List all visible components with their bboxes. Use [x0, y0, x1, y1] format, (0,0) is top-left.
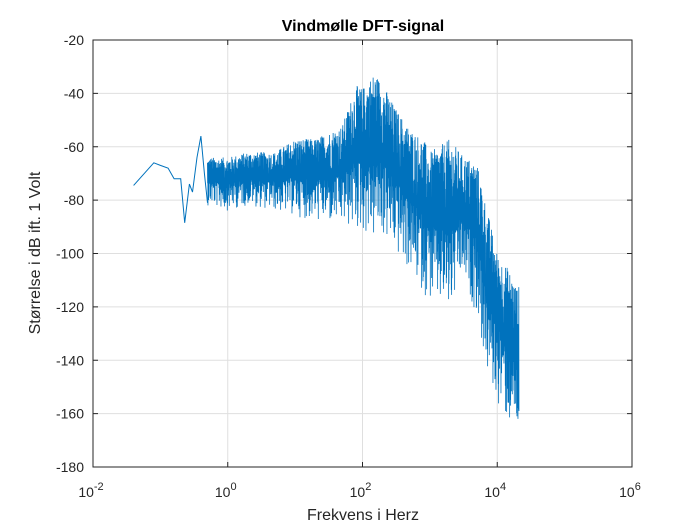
x-tick-label: 10-2 [78, 481, 103, 500]
tick-marks [92, 39, 633, 468]
x-tick-label: 106 [619, 481, 641, 500]
y-tick-label: -180 [56, 459, 84, 475]
y-tick-label: -160 [56, 406, 84, 422]
x-tick-base: 10 [484, 484, 500, 500]
series-line [133, 136, 208, 223]
chart-title: Vindmølle DFT-signal [282, 18, 444, 35]
y-tick-label: -60 [64, 139, 84, 155]
y-tick-label: -80 [64, 192, 84, 208]
x-tick-exponent: 4 [500, 481, 506, 493]
x-tick-base: 10 [215, 484, 231, 500]
x-tick-exponent: -2 [94, 481, 104, 493]
y-tick-label: -20 [64, 32, 84, 48]
x-tick-base: 10 [78, 484, 94, 500]
x-tick-exponent: 0 [230, 481, 236, 493]
series-dense-trace [207, 77, 520, 419]
x-tick-base: 10 [350, 484, 366, 500]
y-axis-label: Størrelse i dB ift. 1 Volt [27, 171, 44, 334]
x-tick-exponent: 6 [635, 481, 641, 493]
x-tick-label: 100 [215, 481, 237, 500]
x-tick-labels: 10-2 100 102 104 106 [78, 481, 641, 500]
y-tick-label: -140 [56, 352, 84, 368]
y-tick-label: -100 [56, 246, 84, 262]
y-tick-labels: -20 -40 -60 -80 -100 -120 -140 -160 -180 [56, 32, 84, 475]
data-layer [133, 77, 520, 419]
x-tick-label: 102 [350, 481, 372, 500]
x-tick-base: 10 [619, 484, 635, 500]
x-tick-label: 104 [484, 481, 506, 500]
y-tick-label: -40 [64, 85, 84, 101]
x-axis-label: Frekvens i Herz [307, 507, 419, 524]
y-tick-label: -120 [56, 299, 84, 315]
grid-lines [93, 40, 632, 467]
x-tick-exponent: 2 [365, 481, 371, 493]
